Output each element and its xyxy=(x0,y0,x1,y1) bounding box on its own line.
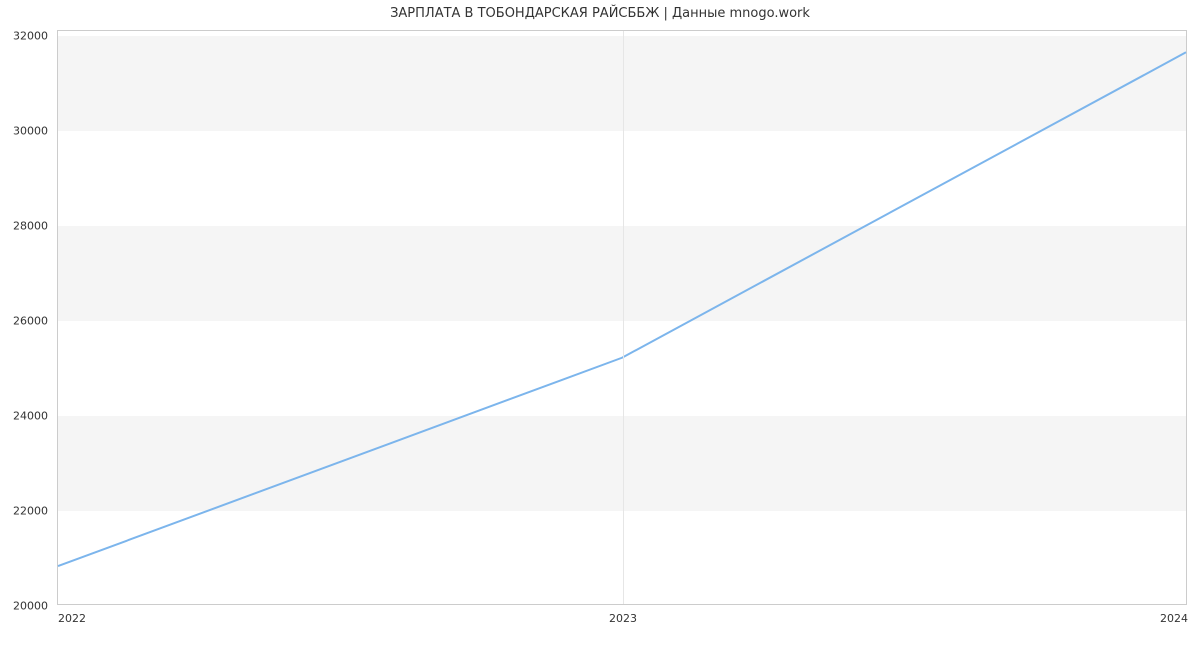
x-axis-tick-label: 2022 xyxy=(58,604,86,625)
plot-area: 2000022000240002600028000300003200020222… xyxy=(57,30,1187,605)
y-axis-tick-label: 28000 xyxy=(13,219,58,232)
y-axis-tick-label: 26000 xyxy=(13,314,58,327)
line-layer xyxy=(58,31,1186,604)
chart-container: ЗАРПЛАТА В ТОБОНДАРСКАЯ РАЙСББЖ | Данные… xyxy=(0,0,1200,650)
y-axis-tick-label: 30000 xyxy=(13,124,58,137)
salary-line-series xyxy=(58,52,1186,566)
chart-title: ЗАРПЛАТА В ТОБОНДАРСКАЯ РАЙСББЖ | Данные… xyxy=(0,6,1200,21)
x-axis-tick-label: 2023 xyxy=(609,604,637,625)
y-axis-tick-label: 20000 xyxy=(13,600,58,613)
x-grid-line xyxy=(623,31,624,604)
y-axis-tick-label: 22000 xyxy=(13,504,58,517)
y-axis-tick-label: 24000 xyxy=(13,409,58,422)
y-axis-tick-label: 32000 xyxy=(13,29,58,42)
x-axis-tick-label: 2024 xyxy=(1160,604,1188,625)
